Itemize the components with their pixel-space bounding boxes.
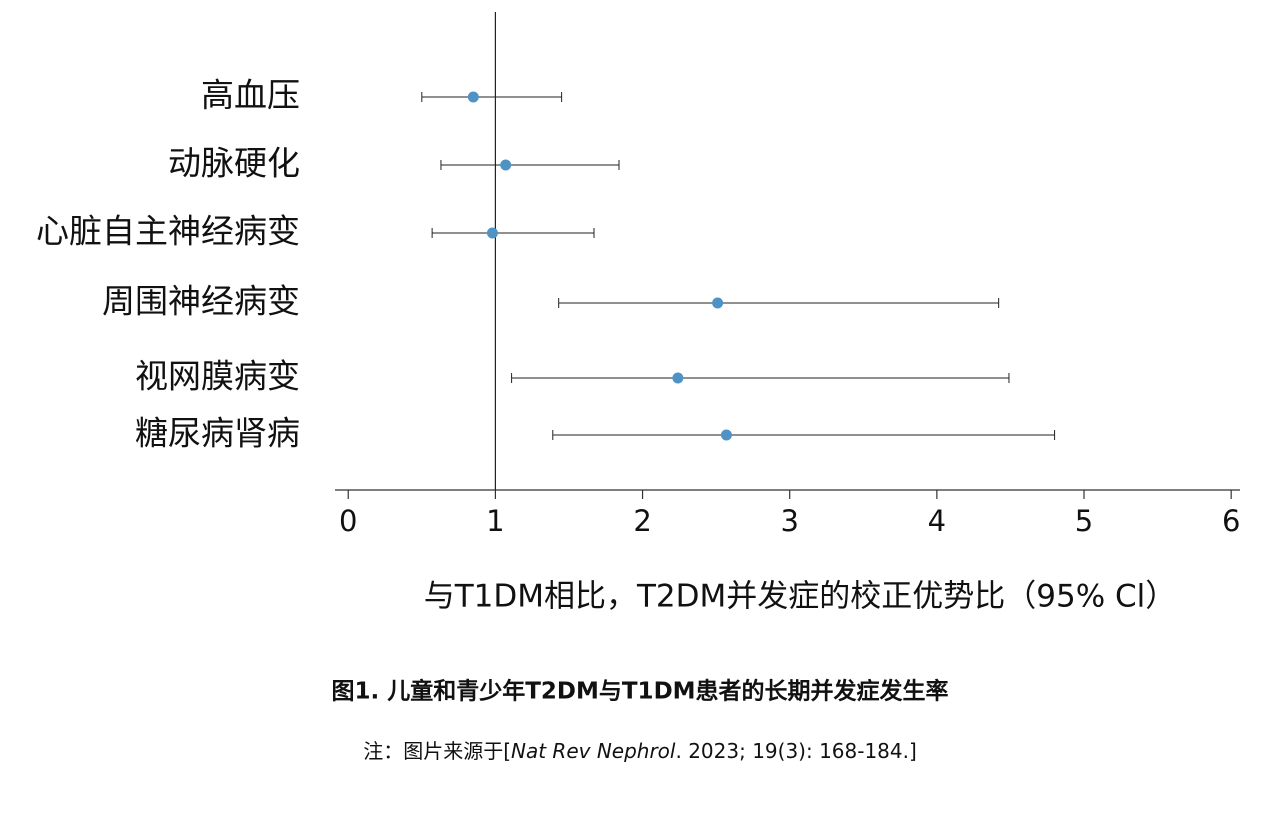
note-suffix: . 2023; 19(3): 168-184.] [675, 739, 916, 763]
x-tick-label: 4 [928, 504, 946, 538]
category-label: 心脏自主神经病变 [36, 212, 300, 251]
x-tick-label: 3 [780, 504, 798, 538]
category-label: 动脉硬化 [168, 144, 300, 183]
caption: 图1. 儿童和青少年T2DM与T1DM患者的长期并发症发生率 [331, 678, 948, 705]
x-tick-label: 6 [1222, 504, 1240, 538]
point [500, 159, 512, 171]
category-label: 视网膜病变 [135, 357, 300, 396]
note: 注：图片来源于[Nat Rev Nephrol. 2023; 19(3): 16… [363, 739, 917, 763]
point [467, 91, 479, 103]
x-tick-label: 5 [1075, 504, 1093, 538]
category-label: 高血压 [201, 76, 300, 115]
x-axis-label: 与T1DM相比，T2DM并发症的校正优势比（95% Cl） [424, 579, 1177, 615]
category-label: 糖尿病肾病 [135, 414, 300, 453]
note-prefix: 注：图片来源于[ [363, 739, 511, 763]
point [712, 297, 724, 309]
x-tick-label: 2 [633, 504, 651, 538]
point [720, 429, 732, 441]
point [672, 372, 684, 384]
note-journal: Nat Rev Nephrol [511, 739, 676, 763]
point [486, 227, 498, 239]
category-label: 周围神经病变 [102, 282, 300, 321]
x-tick-label: 0 [339, 504, 357, 538]
x-tick-label: 1 [486, 504, 504, 538]
